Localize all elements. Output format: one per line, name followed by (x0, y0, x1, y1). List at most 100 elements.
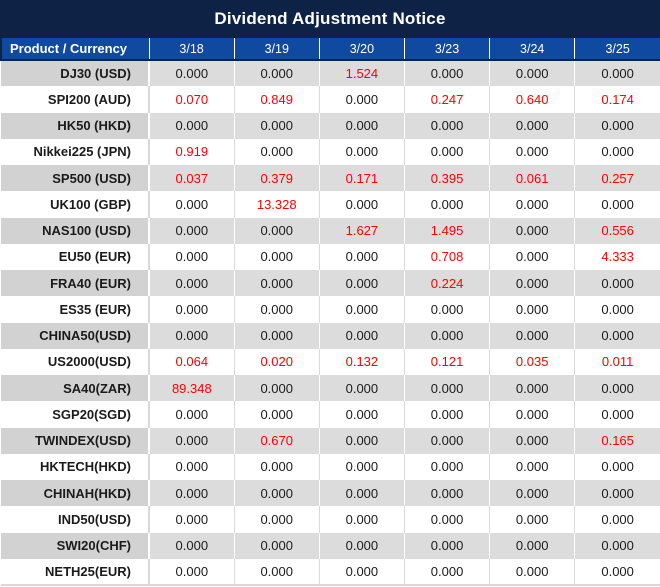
product-cell: US2000(USD) (1, 348, 150, 375)
value-cell: 0.000 (574, 480, 660, 507)
value-cell: 0.000 (404, 296, 491, 323)
value-cell: 0.000 (319, 86, 405, 113)
value-cell: 0.000 (489, 270, 576, 297)
value-cell: 0.000 (319, 453, 405, 480)
product-cell: UK100 (GBP) (1, 191, 150, 218)
column-header-date: 3/24 (489, 38, 576, 61)
product-cell: FRA40 (EUR) (1, 270, 150, 297)
table-row: IND50(USD) 0.000 0.000 0.000 0.000 0.000 0.000 (1, 506, 660, 533)
value-cell: 89.348 (149, 375, 235, 402)
value-cell: 0.000 (489, 191, 576, 218)
value-cell: 0.000 (574, 296, 660, 323)
column-header-date: 3/19 (234, 38, 320, 61)
value-cell: 0.000 (574, 558, 660, 587)
table-row: EU50 (EUR) 0.000 0.000 0.000 0.708 0.000 4.333 (1, 243, 660, 270)
table-row: US2000(USD) 0.064 0.020 0.132 0.121 0.035 0.01… (1, 348, 660, 375)
table-row: SWI20(CHF) 0.000 0.000 0.000 0.000 0.000 0.000 (1, 532, 660, 559)
value-cell: 0.000 (489, 296, 576, 323)
value-cell: 0.000 (404, 375, 491, 402)
value-cell: 0.000 (234, 558, 320, 587)
value-cell: 0.070 (149, 86, 235, 113)
product-cell: SPI200 (AUD) (1, 86, 150, 113)
value-cell: 0.000 (234, 480, 320, 507)
value-cell: 0.000 (319, 401, 405, 428)
value-cell: 0.000 (234, 243, 320, 270)
table-row: UK100 (GBP) 0.000 13.328 0.000 0.000 0.000 0.0… (1, 191, 660, 218)
value-cell: 0.000 (574, 375, 660, 402)
product-cell: HK50 (HKD) (1, 112, 150, 139)
value-cell: 0.257 (574, 165, 660, 192)
table-row: SP500 (USD) 0.037 0.379 0.171 0.395 0.061 0.25… (1, 165, 660, 192)
value-cell: 0.000 (234, 296, 320, 323)
value-cell: 0.000 (574, 453, 660, 480)
value-cell: 0.000 (404, 112, 491, 139)
value-cell: 0.000 (319, 506, 405, 533)
product-cell: CHINAH(HKD) (1, 480, 150, 507)
value-cell: 0.000 (319, 558, 405, 587)
value-cell: 0.000 (574, 401, 660, 428)
value-cell: 0.000 (149, 453, 235, 480)
value-cell: 0.000 (234, 506, 320, 533)
value-cell: 0.000 (574, 532, 660, 559)
value-cell: 0.000 (319, 191, 405, 218)
value-cell: 0.379 (234, 165, 320, 192)
value-cell: 0.000 (149, 243, 235, 270)
value-cell: 0.000 (489, 532, 576, 559)
value-cell: 0.000 (489, 60, 576, 87)
value-cell: 0.670 (234, 427, 320, 454)
value-cell: 0.000 (234, 217, 320, 244)
value-cell: 0.000 (234, 112, 320, 139)
value-cell: 0.000 (404, 532, 491, 559)
product-cell: TWINDEX(USD) (1, 427, 150, 454)
product-cell: SA40(ZAR) (1, 375, 150, 402)
value-cell: 0.000 (404, 401, 491, 428)
value-cell: 0.000 (319, 480, 405, 507)
value-cell: 0.000 (149, 191, 235, 218)
value-cell: 0.247 (404, 86, 491, 113)
page-title: Dividend Adjustment Notice (0, 0, 660, 38)
value-cell: 0.000 (149, 270, 235, 297)
value-cell: 0.000 (319, 243, 405, 270)
column-header-date: 3/25 (574, 38, 660, 61)
product-cell: HKTECH(HKD) (1, 453, 150, 480)
value-cell: 0.000 (489, 243, 576, 270)
value-cell: 0.132 (319, 348, 405, 375)
table-row: DJ30 (USD) 0.000 0.000 1.524 0.000 0.000 0.000 (1, 60, 660, 87)
table-row: SA40(ZAR) 89.348 0.000 0.000 0.000 0.000 0.000 (1, 375, 660, 402)
value-cell: 0.000 (234, 532, 320, 559)
value-cell: 0.000 (149, 480, 235, 507)
product-cell: NAS100 (USD) (1, 217, 150, 244)
value-cell: 0.000 (489, 506, 576, 533)
value-cell: 0.000 (404, 138, 491, 165)
value-cell: 0.000 (149, 60, 235, 87)
table-row: NETH25(EUR) 0.000 0.000 0.000 0.000 0.000 0.00… (1, 558, 660, 587)
value-cell: 0.395 (404, 165, 491, 192)
value-cell: 0.011 (574, 348, 660, 375)
value-cell: 0.000 (404, 506, 491, 533)
value-cell: 0.000 (574, 322, 660, 349)
value-cell: 0.000 (489, 453, 576, 480)
value-cell: 0.020 (234, 348, 320, 375)
value-cell: 0.000 (234, 401, 320, 428)
value-cell: 0.000 (149, 217, 235, 244)
table-row: CHINA50(USD) 0.000 0.000 0.000 0.000 0.000 0.0… (1, 322, 660, 349)
table-row: Nikkei225 (JPN) 0.919 0.000 0.000 0.000 0.000… (1, 138, 660, 165)
value-cell: 0.000 (404, 453, 491, 480)
value-cell: 0.000 (489, 322, 576, 349)
value-cell: 1.627 (319, 217, 405, 244)
value-cell: 1.524 (319, 60, 405, 87)
value-cell: 0.174 (574, 86, 660, 113)
value-cell: 0.000 (234, 322, 320, 349)
product-cell: NETH25(EUR) (1, 558, 150, 587)
table-row: TWINDEX(USD) 0.000 0.670 0.000 0.000 0.000 0.1… (1, 427, 660, 454)
value-cell: 0.000 (319, 270, 405, 297)
value-cell: 0.000 (489, 217, 576, 244)
value-cell: 0.061 (489, 165, 576, 192)
table-row: NAS100 (USD) 0.000 0.000 1.627 1.495 0.000 0.5… (1, 217, 660, 244)
value-cell: 0.000 (319, 138, 405, 165)
value-cell: 13.328 (234, 191, 320, 218)
value-cell: 0.165 (574, 427, 660, 454)
table-row: HKTECH(HKD) 0.000 0.000 0.000 0.000 0.000 0.00… (1, 453, 660, 480)
value-cell: 0.064 (149, 348, 235, 375)
value-cell: 0.000 (149, 532, 235, 559)
